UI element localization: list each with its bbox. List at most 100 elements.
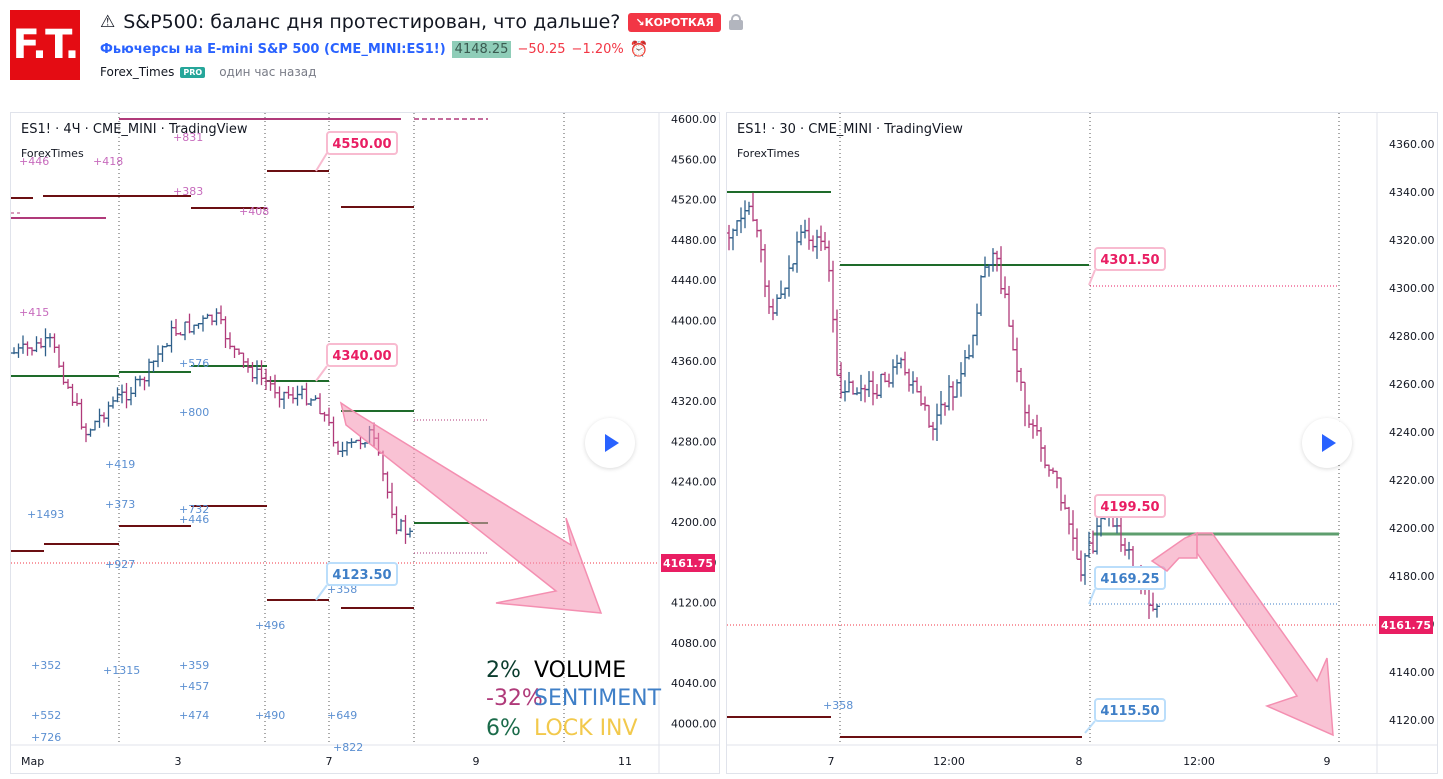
volume-profile-label: +1315 xyxy=(103,664,140,677)
price-axis-tick: 4200.00 xyxy=(1389,522,1435,535)
play-replay-button[interactable] xyxy=(585,418,635,468)
publish-time: один час назад xyxy=(219,65,317,79)
alarm-clock-add-icon[interactable]: ⏰ xyxy=(629,40,649,58)
volume-profile-label: +1493 xyxy=(27,508,64,521)
price-axis-tick: 4200.00 xyxy=(671,516,717,529)
price-axis-tick: 4180.00 xyxy=(1389,570,1435,583)
symbol-row: Фьючерсы на E-mini S&P 500 (CME_MINI:ES1… xyxy=(100,40,648,58)
price-axis-tick: 4440.00 xyxy=(671,274,717,287)
volume-profile-label: +732 xyxy=(179,503,209,516)
last-price-tag-bg xyxy=(661,554,715,572)
author-row: Forex_Times PRO один час назад xyxy=(100,65,316,79)
lock-icon xyxy=(728,14,743,30)
stat-volume: 2% VOLUME xyxy=(486,658,626,683)
label-callout-line xyxy=(1084,720,1096,734)
time-axis-tick: 9 xyxy=(473,755,480,768)
author-name[interactable]: Forex_Times xyxy=(100,65,175,79)
price-axis-tick: 4280.00 xyxy=(671,435,717,448)
volume-profile-label: +822 xyxy=(333,741,363,754)
price-note-label: 4115.50 xyxy=(1100,704,1159,719)
time-axis-tick: 3 xyxy=(175,755,182,768)
label-callout-line xyxy=(315,152,328,172)
time-axis-tick: 7 xyxy=(326,755,333,768)
warning-icon: ⚠ xyxy=(100,12,116,32)
stat-lock-inv: 6% LOCK INV xyxy=(486,716,638,741)
pro-badge: PRO xyxy=(180,66,206,78)
symbol-price: 4148.25 xyxy=(451,40,512,58)
chart-30m[interactable]: 4360.00 4340.00 4320.00 4300.00 4280.00 4260.… xyxy=(726,112,1438,774)
idea-title-text: S&P500: баланс дня протестирован, что да… xyxy=(123,11,621,33)
price-axis-tick: 4140.00 xyxy=(1389,666,1435,679)
last-price-tag: 4161.75 xyxy=(1381,619,1431,632)
volume-profile-label: +927 xyxy=(105,558,135,571)
volume-profile-label: +490 xyxy=(255,709,285,722)
time-axis-tick: 7 xyxy=(828,755,835,768)
volume-profile-label: +457 xyxy=(179,680,209,693)
price-note-label-box xyxy=(1094,698,1166,722)
price-note-label: 4169.25 xyxy=(1100,572,1159,587)
price-axis-tick: 4300.00 xyxy=(1389,282,1435,295)
price-note-label: 4123.50 xyxy=(332,568,391,583)
volume-profile-label: +446 xyxy=(19,155,49,168)
price-note-label: 4550.00 xyxy=(332,137,391,152)
stat-sentiment-pct: -32% xyxy=(486,686,543,711)
time-axis-tick: 9 xyxy=(1324,755,1331,768)
time-axis-tick: 8 xyxy=(1076,755,1083,768)
price-axis-tick: 4360.00 xyxy=(671,355,717,368)
price-note-label: 4199.50 xyxy=(1100,500,1159,515)
volume-profile-label: +358 xyxy=(327,583,357,596)
price-note-label: 4301.50 xyxy=(1100,253,1159,268)
volume-profile-label: +359 xyxy=(179,659,209,672)
chart-sublegend: ForexTimes xyxy=(737,147,800,160)
last-price-tag: 4161.75 xyxy=(663,557,713,570)
play-replay-button[interactable] xyxy=(1302,418,1352,468)
price-note-label-box xyxy=(326,131,398,155)
chart-sublegend: ForexTimes xyxy=(21,147,84,160)
symbol-change-abs: −50.25 xyxy=(517,41,566,57)
play-icon xyxy=(605,434,619,452)
stat-lock-inv-label: LOCK INV xyxy=(534,716,638,741)
symbol-link[interactable]: Фьючерсы на E-mini S&P 500 (CME_MINI:ES1… xyxy=(100,42,446,57)
stat-volume-label: VOLUME xyxy=(534,658,627,683)
stat-sentiment-label: SENTIMENT xyxy=(534,686,662,711)
volume-profile-label: +552 xyxy=(31,709,61,722)
price-axis-tick: 4480.00 xyxy=(671,234,717,247)
symbol-change-pct: −1.20% xyxy=(571,41,624,57)
price-axis-tick: 4240.00 xyxy=(1389,426,1435,439)
volume-profile-label: +446 xyxy=(179,513,209,526)
time-axis-tick: 11 xyxy=(618,755,632,768)
volume-profile-label: +373 xyxy=(105,498,135,511)
chart-4h-canvas[interactable]: 4600.00 4560.00 4520.00 4480.00 4440.00 4400.… xyxy=(11,113,720,774)
price-note-label-box xyxy=(326,343,398,367)
price-note-label-box xyxy=(1094,566,1166,590)
price-axis-tick: 4220.00 xyxy=(1389,474,1435,487)
author-logo[interactable]: F.T. xyxy=(10,10,80,80)
volume-profile-label: +800 xyxy=(179,406,209,419)
price-axis-tick: 4040.00 xyxy=(671,677,717,690)
price-axis-tick: 4080.00 xyxy=(671,637,717,650)
symbol-name: Фьючерсы на E-mini S&P 500 xyxy=(100,41,320,57)
volume-profile-label: +576 xyxy=(179,357,209,370)
time-axis-tick: 12:00 xyxy=(933,755,965,768)
time-axis-tick: Мар xyxy=(21,755,44,768)
volume-profile-label: +649 xyxy=(327,709,357,722)
price-axis-tick: 4120.00 xyxy=(1389,714,1435,727)
stat-lock-inv-pct: 6% xyxy=(486,716,521,741)
chart-4h[interactable]: 4600.00 4560.00 4520.00 4480.00 4440.00 4400.… xyxy=(10,112,720,774)
price-axis-tick: 4000.00 xyxy=(671,718,717,731)
idea-title: ⚠ S&P500: баланс дня протестирован, что … xyxy=(100,11,743,33)
volume-profile-label: +474 xyxy=(179,709,209,722)
price-note-label-box xyxy=(326,562,398,586)
price-axis-tick: 4400.00 xyxy=(671,315,717,328)
play-icon xyxy=(1322,434,1336,452)
label-callout-line xyxy=(315,365,328,382)
symbol-code: (CME_MINI:ES1!) xyxy=(324,41,446,57)
price-axis-tick: 4520.00 xyxy=(671,194,717,207)
price-axis-tick: 4560.00 xyxy=(671,153,717,166)
price-note-label: 4340.00 xyxy=(332,349,391,364)
last-price-tag-bg xyxy=(1379,616,1433,634)
chart-legend: ES1! · 30 · CME_MINI · TradingView xyxy=(737,122,963,137)
volume-profile-label: +383 xyxy=(173,185,203,198)
volume-profile-label: +831 xyxy=(173,131,203,144)
stat-volume-pct: 2% xyxy=(486,658,521,683)
